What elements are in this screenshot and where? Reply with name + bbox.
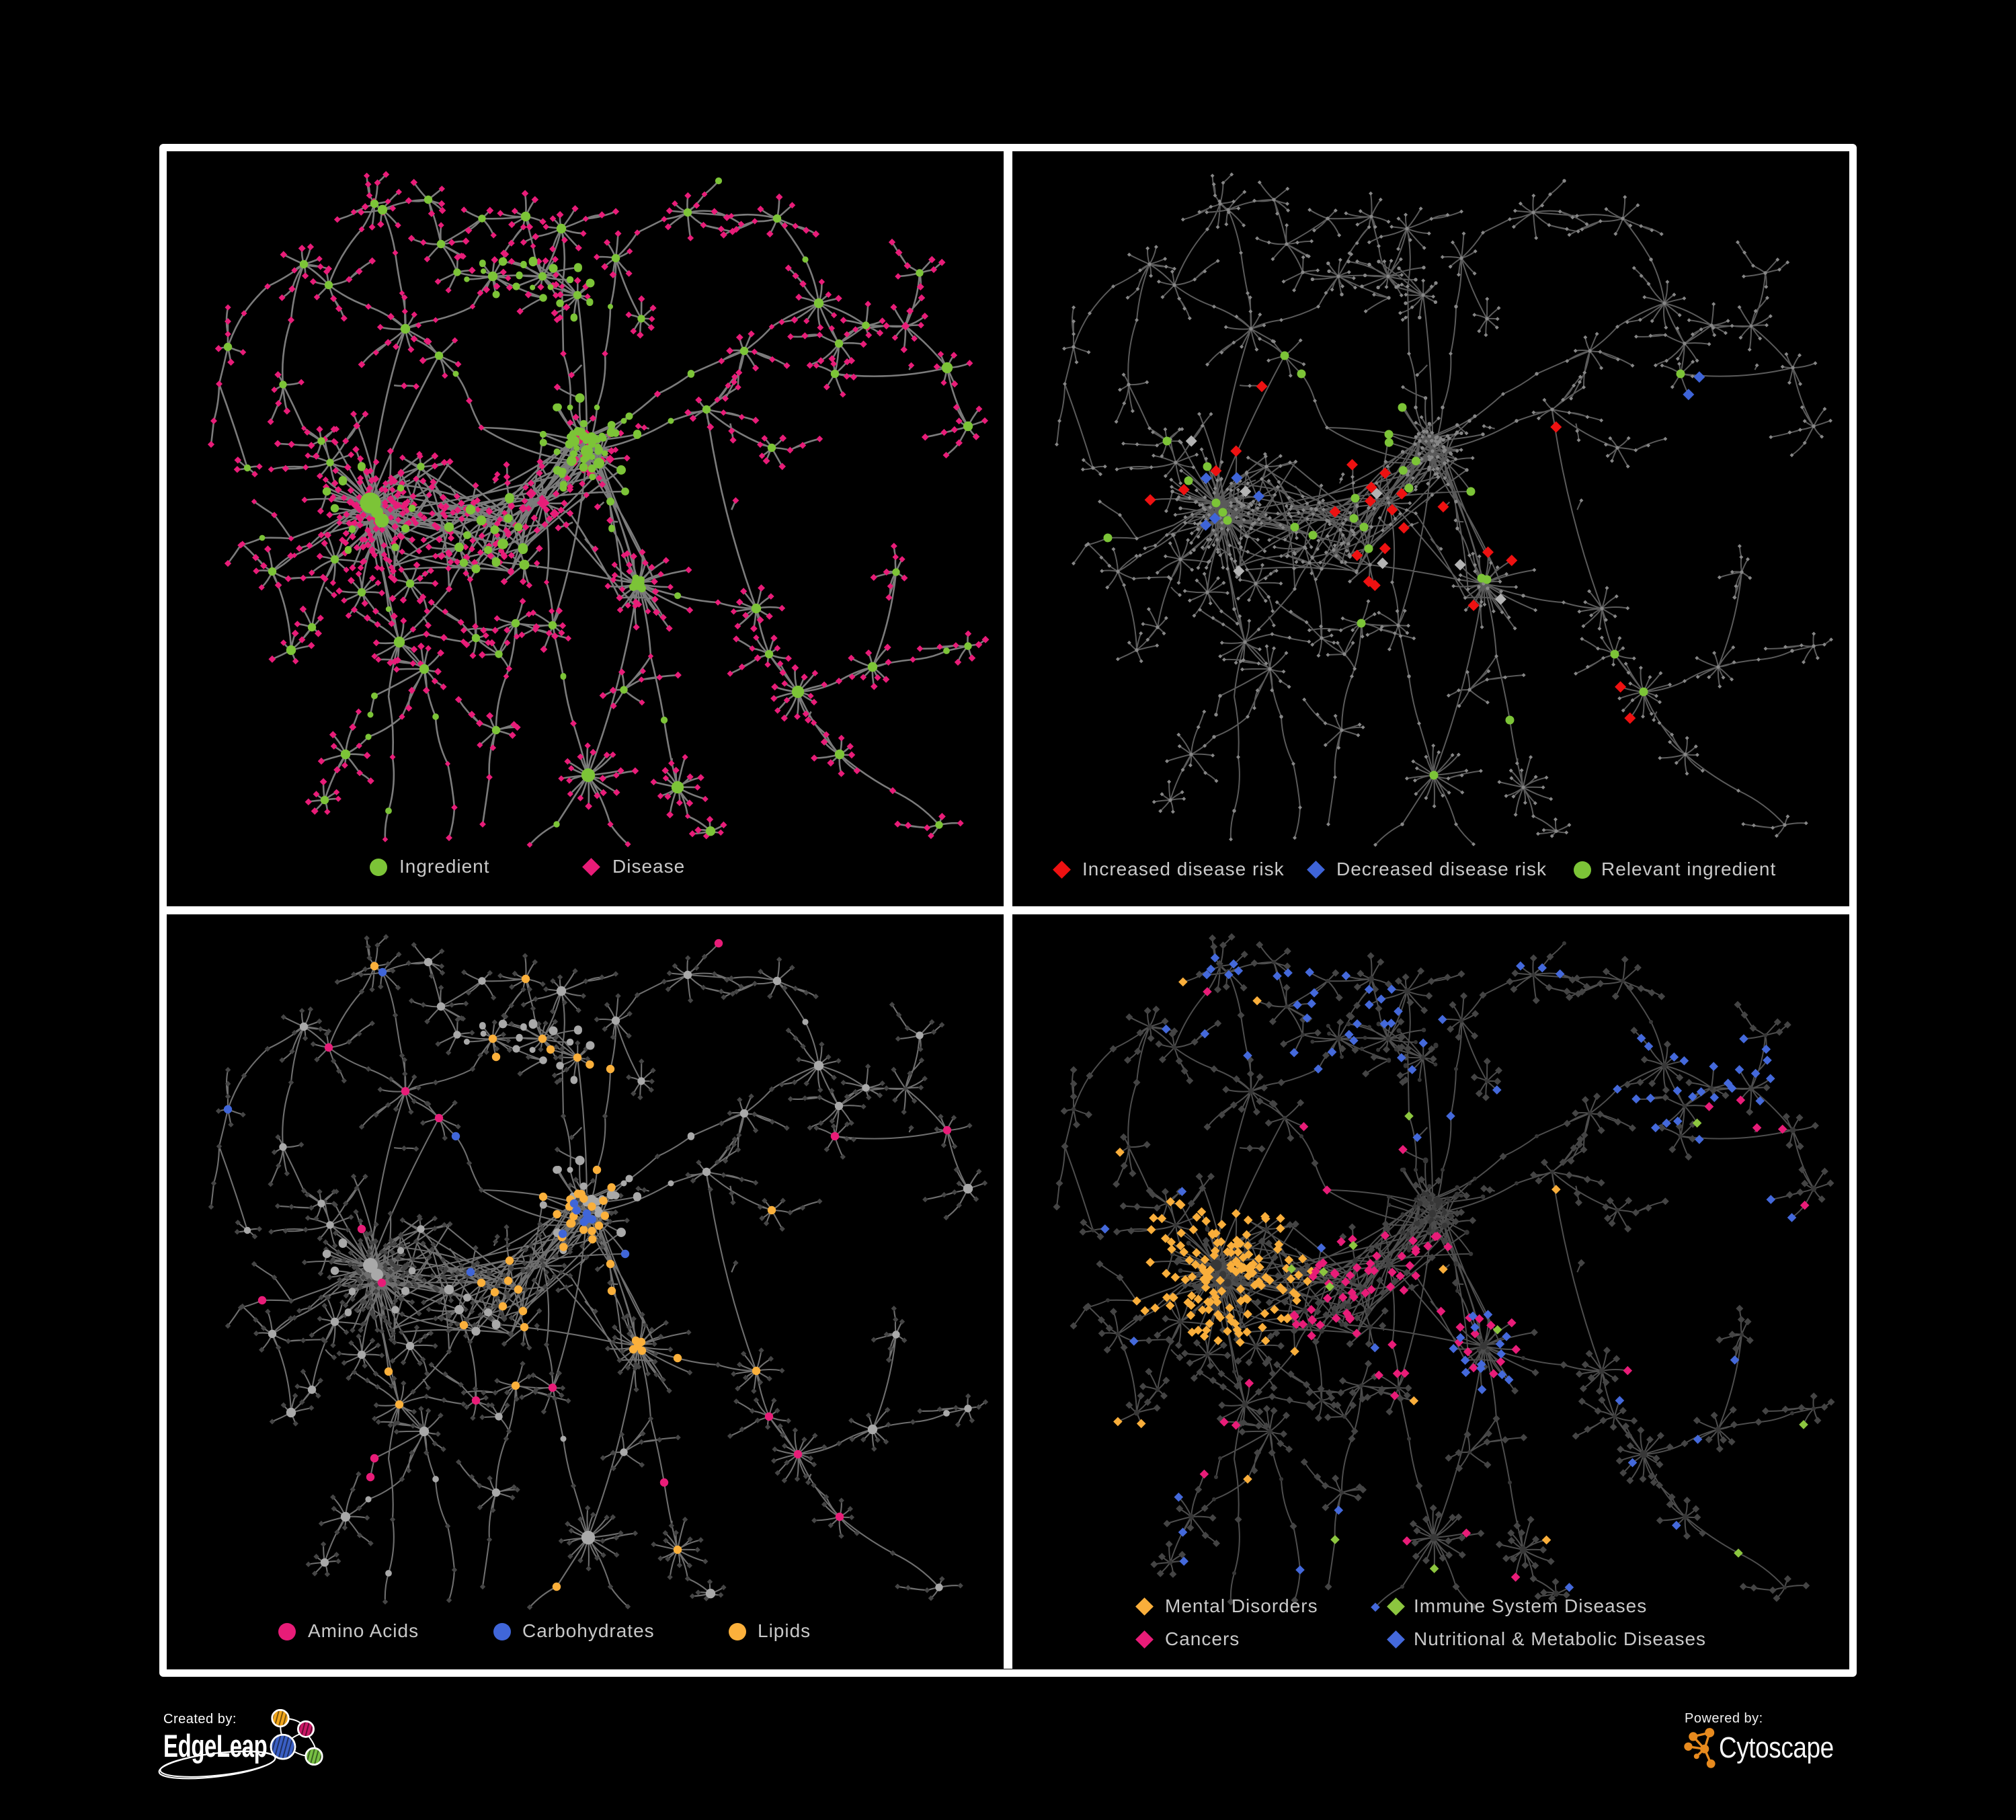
svg-text:Powered by:: Powered by:: [1685, 1711, 1763, 1726]
svg-text:EdgeLeap: EdgeLeap: [163, 1728, 267, 1764]
svg-text:Created by:: Created by:: [163, 1712, 237, 1727]
svg-text:Cytoscape: Cytoscape: [1719, 1731, 1834, 1764]
